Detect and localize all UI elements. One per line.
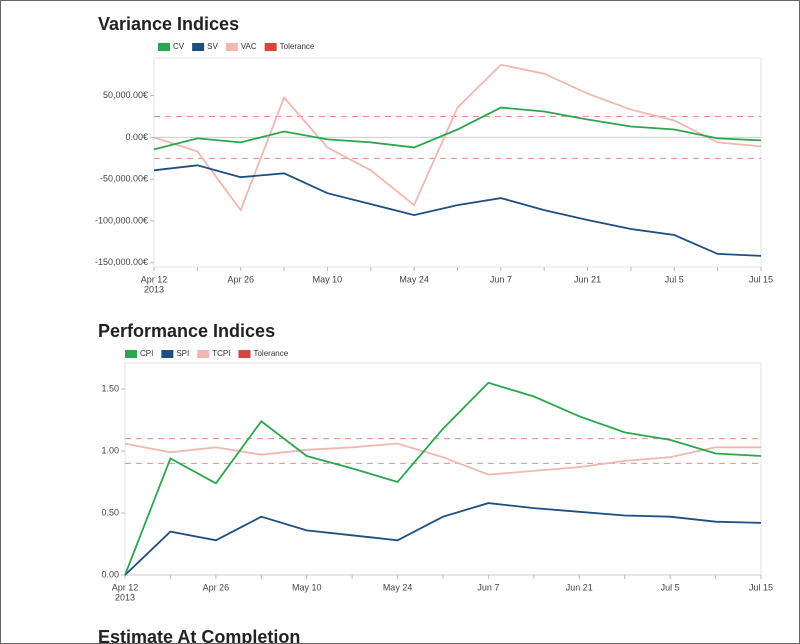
legend-label: SV xyxy=(207,42,218,51)
x-tick-label: Jul 5 xyxy=(661,582,680,592)
x-tick-label: Apr 12 xyxy=(112,582,139,592)
y-tick-label: -50,000.00€ xyxy=(100,174,148,184)
legend-label: TCPI xyxy=(212,349,230,358)
x-tick-label: Jul 15 xyxy=(749,582,773,592)
x-sublabel: 2013 xyxy=(144,284,164,294)
x-tick-label: Jul 15 xyxy=(749,274,773,284)
section-title: Estimate At Completion xyxy=(98,627,300,643)
legend-label: Tolerance xyxy=(280,42,315,51)
plot-area xyxy=(124,362,762,576)
legend-swatch xyxy=(238,350,251,358)
x-tick-label: Jun 21 xyxy=(574,274,601,284)
plot-area xyxy=(153,57,762,268)
chart-title: Variance Indices xyxy=(98,14,239,34)
x-sublabel: 2013 xyxy=(115,592,135,602)
legend-label: Tolerance xyxy=(253,349,288,358)
x-tick-label: Jul 5 xyxy=(665,274,684,284)
x-tick-label: Jun 21 xyxy=(566,582,593,592)
x-tick-label: May 24 xyxy=(383,582,413,592)
legend-swatch xyxy=(225,43,238,51)
series-line xyxy=(153,164,762,257)
x-tick-label: Apr 26 xyxy=(203,582,230,592)
x-tick-label: May 10 xyxy=(292,582,322,592)
legend-swatch xyxy=(158,43,170,51)
x-tick-label: Jun 7 xyxy=(490,274,512,284)
y-tick-label: -150,000.00€ xyxy=(95,257,148,267)
y-tick-label: 0.00 xyxy=(101,569,119,579)
legend-label: VAC xyxy=(241,42,257,51)
y-tick-label: 50,000.00€ xyxy=(103,90,148,100)
y-tick-label: 0.50 xyxy=(101,507,119,517)
y-tick-label: 1.50 xyxy=(101,383,119,393)
series-line xyxy=(124,381,762,576)
chart-title: Performance Indices xyxy=(98,321,275,341)
y-tick-label: -100,000.00€ xyxy=(95,215,148,225)
series-line xyxy=(124,442,761,476)
series-line xyxy=(153,106,762,151)
legend-label: SPI xyxy=(176,349,189,358)
legend-swatch xyxy=(161,350,174,358)
y-tick-label: 0.00€ xyxy=(125,132,148,142)
x-tick-label: Apr 12 xyxy=(141,274,168,284)
x-tick-label: Jun 7 xyxy=(477,582,499,592)
x-tick-label: May 24 xyxy=(399,274,429,284)
legend-swatch xyxy=(197,350,210,358)
x-tick-label: May 10 xyxy=(313,274,343,284)
y-tick-label: 1.00 xyxy=(101,445,119,455)
series-line xyxy=(124,502,762,576)
legend-swatch xyxy=(125,350,137,358)
series-line xyxy=(153,63,762,212)
legend-swatch xyxy=(264,43,277,51)
legend-label: CV xyxy=(173,42,185,51)
x-tick-label: Apr 26 xyxy=(227,274,254,284)
legend-label: CPI xyxy=(140,349,153,358)
legend-swatch xyxy=(192,43,205,51)
